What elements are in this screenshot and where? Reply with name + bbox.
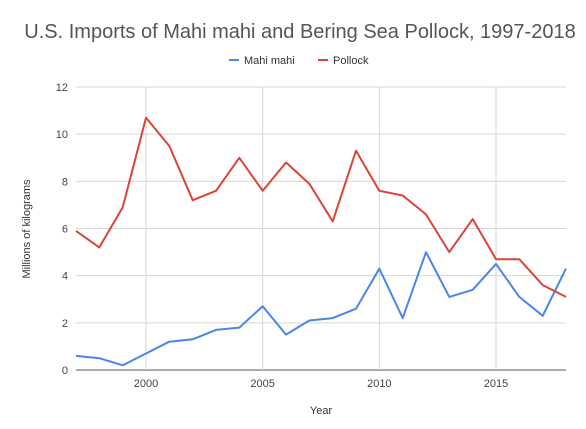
x-tick-label: 2010: [367, 378, 391, 390]
legend: Mahi mahi Pollock: [229, 55, 369, 67]
series-line-mahi-mahi: [75, 251, 567, 367]
legend-label: Mahi mahi: [244, 55, 295, 67]
x-tick-label: 2005: [250, 378, 274, 390]
gridlines: [76, 86, 566, 371]
y-tick-label: 2: [62, 318, 68, 330]
series-lines: [75, 116, 567, 367]
chart-title: U.S. Imports of Mahi mahi and Bering Sea…: [24, 21, 575, 43]
y-axis-ticks: 0 2 4 6 8 10 12: [56, 82, 68, 377]
y-tick-label: 12: [56, 82, 68, 94]
y-tick-label: 6: [62, 224, 68, 236]
legend-label: Pollock: [333, 55, 369, 67]
y-tick-label: 0: [62, 365, 68, 377]
y-tick-label: 4: [62, 271, 68, 283]
y-tick-label: 8: [62, 176, 68, 188]
x-tick-label: 2015: [484, 378, 508, 390]
x-axis-title: Year: [310, 405, 333, 417]
series-line-pollock: [75, 116, 567, 298]
x-tick-label: 2000: [134, 378, 158, 390]
x-axis-ticks: 2000 2005 2010 2015: [134, 378, 508, 390]
y-tick-label: 10: [56, 129, 68, 141]
y-axis-title: Millions of kilograms: [21, 179, 33, 279]
